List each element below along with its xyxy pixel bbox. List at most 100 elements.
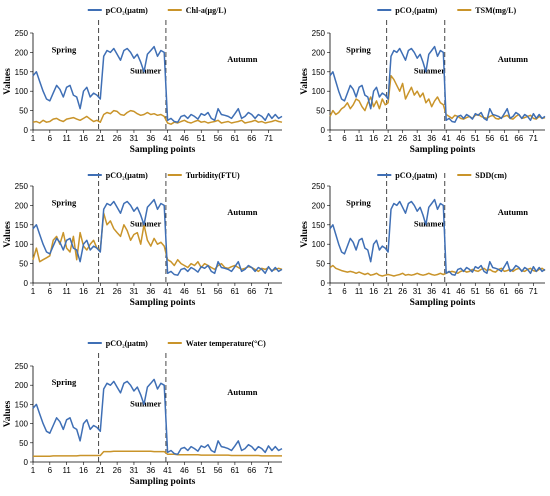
x-tick-label: 11: [62, 287, 71, 296]
x-tick-label: 56: [485, 134, 494, 143]
x-tick-label: 21: [96, 466, 105, 475]
x-tick-label: 36: [146, 134, 155, 143]
x-tick-label: 6: [48, 466, 53, 475]
y-axis-title: Values: [3, 68, 13, 95]
x-axis-title: Sampling points: [130, 298, 196, 308]
x-tick-label: 36: [427, 287, 436, 296]
legend-label: pCO₂(μatm): [106, 6, 148, 15]
x-tick-label: 56: [214, 134, 223, 143]
y-tick-label: 50: [19, 107, 28, 116]
season-label-autumn: Autumn: [227, 54, 258, 64]
x-tick-label: 11: [62, 466, 71, 475]
y-tick-label: 100: [312, 87, 326, 96]
y-tick-label: 150: [15, 221, 29, 230]
x-tick-label: 6: [48, 287, 53, 296]
x-tick-label: 51: [197, 134, 206, 143]
season-label-summer: Summer: [414, 66, 445, 76]
x-tick-label: 31: [129, 134, 138, 143]
x-tick-label: 56: [214, 287, 223, 296]
x-tick-label: 16: [369, 134, 378, 143]
x-tick-label: 41: [442, 134, 451, 143]
y-tick-label: 0: [321, 279, 326, 288]
x-tick-label: 31: [413, 287, 422, 296]
x-tick-label: 1: [31, 287, 36, 296]
season-label-spring: Spring: [52, 377, 77, 387]
y-tick-label: 150: [312, 68, 326, 77]
season-label-autumn: Autumn: [227, 387, 258, 397]
series-line-pco2: [329, 45, 546, 123]
legend-label: pCO₂(μatm): [395, 171, 437, 180]
legend-label: Turbidity(FTU): [186, 171, 240, 180]
x-tick-label: 66: [514, 134, 523, 143]
season-label-summer: Summer: [130, 66, 161, 76]
x-tick-label: 36: [146, 287, 155, 296]
x-axis-title: Sampling points: [130, 145, 196, 155]
y-tick-label: 50: [316, 260, 325, 269]
x-tick-label: 6: [342, 287, 347, 296]
y-axis-title: Values: [300, 221, 310, 248]
series-line-pco2: [32, 198, 283, 276]
x-tick-label: 21: [384, 134, 393, 143]
y-tick-label: 50: [316, 107, 325, 116]
x-tick-label: 16: [79, 466, 88, 475]
series-line-pco2: [32, 378, 283, 456]
x-tick-label: 36: [146, 466, 155, 475]
x-tick-label: 71: [529, 287, 538, 296]
x-tick-label: 66: [247, 466, 256, 475]
y-tick-label: 250: [15, 182, 29, 191]
x-tick-label: 56: [214, 466, 223, 475]
y-tick-label: 200: [15, 201, 29, 210]
x-tick-label: 11: [355, 134, 364, 143]
x-tick-label: 26: [398, 287, 407, 296]
y-tick-label: 250: [15, 362, 29, 371]
season-label-autumn: Autumn: [498, 207, 529, 217]
y-tick-label: 200: [15, 381, 29, 390]
x-tick-label: 71: [529, 134, 538, 143]
legend-label: TSM(mg/L): [475, 6, 516, 15]
x-tick-label: 46: [456, 134, 465, 143]
legend-label: Water temperature(°C): [186, 339, 266, 348]
y-axis-title: Values: [3, 400, 13, 427]
series-line-secondary: [329, 264, 546, 277]
x-tick-label: 51: [197, 287, 206, 296]
x-tick-label: 31: [413, 134, 422, 143]
x-tick-label: 41: [163, 287, 172, 296]
legend-label: pCO₂(μatm): [106, 171, 148, 180]
y-tick-label: 0: [24, 126, 29, 135]
x-tick-label: 36: [427, 134, 436, 143]
x-tick-label: 26: [113, 134, 122, 143]
season-label-autumn: Autumn: [498, 54, 529, 64]
series-line-pco2: [32, 45, 283, 123]
x-tick-label: 61: [230, 287, 239, 296]
x-tick-label: 51: [197, 466, 206, 475]
y-tick-label: 250: [15, 29, 29, 38]
x-tick-label: 31: [129, 287, 138, 296]
x-tick-label: 71: [264, 287, 273, 296]
y-tick-label: 150: [15, 400, 29, 409]
x-tick-label: 51: [471, 287, 480, 296]
series-line-secondary: [32, 109, 283, 125]
x-axis-title: Sampling points: [410, 145, 476, 155]
series-line-secondary: [329, 74, 546, 120]
x-tick-label: 26: [398, 134, 407, 143]
x-tick-label: 71: [264, 466, 273, 475]
y-tick-label: 100: [15, 240, 29, 249]
x-axis-title: Sampling points: [130, 477, 196, 487]
season-label-summer: Summer: [130, 219, 161, 229]
x-tick-label: 56: [485, 287, 494, 296]
x-tick-label: 46: [180, 466, 189, 475]
x-tick-label: 1: [328, 287, 333, 296]
x-tick-label: 1: [328, 134, 333, 143]
x-tick-label: 66: [247, 287, 256, 296]
x-tick-label: 66: [247, 134, 256, 143]
legend-label: pCO₂(μatm): [106, 339, 148, 348]
y-tick-label: 250: [312, 182, 326, 191]
x-tick-label: 21: [96, 134, 105, 143]
x-tick-label: 61: [500, 287, 509, 296]
y-tick-label: 100: [312, 240, 326, 249]
season-label-spring: Spring: [346, 44, 371, 54]
x-tick-label: 46: [456, 287, 465, 296]
series-line-secondary: [33, 450, 282, 457]
